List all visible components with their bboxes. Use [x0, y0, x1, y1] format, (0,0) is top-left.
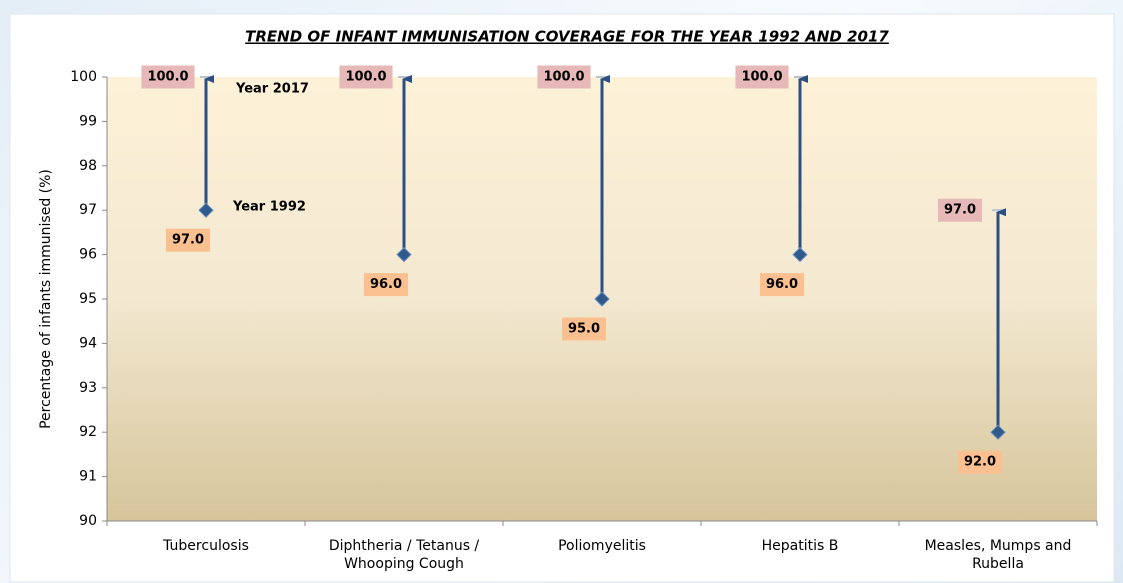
marker-1992 [198, 202, 214, 218]
label-1992: 96.0 [370, 277, 402, 292]
label-1992-box [363, 273, 409, 297]
label-2017: 100.0 [345, 70, 386, 85]
legend-1992: Year 1992 [232, 200, 306, 215]
label-1992: 95.0 [568, 322, 600, 337]
y-tick-label: 94 [79, 335, 97, 351]
label-2017: 100.0 [147, 70, 188, 85]
marker-1992 [396, 246, 412, 263]
label-2017: 100.0 [741, 70, 782, 85]
y-axis-label: Percentage of infants immunised (%) [38, 169, 54, 429]
label-2017-box [937, 198, 983, 222]
label-2017-box [537, 65, 591, 89]
x-tick-label: Measles, Mumps and Rubella [924, 538, 1072, 572]
legend-2017: Year 2017 [235, 82, 309, 97]
label-2017: 100.0 [543, 70, 584, 85]
label-2017: 97.0 [944, 203, 976, 218]
y-tick-label: 100 [70, 69, 97, 85]
marker-1992 [792, 246, 808, 263]
label-2017-box [141, 65, 195, 89]
x-tick-label: Hepatitis B [761, 538, 839, 554]
label-1992: 96.0 [766, 277, 798, 292]
chart-title: TREND OF INFANT IMMUNISATION COVERAGE FO… [245, 28, 889, 46]
x-tick-label: Poliomyelitis [558, 538, 646, 554]
y-tick-label: 91 [79, 469, 97, 485]
marker-1992 [990, 424, 1006, 440]
x-tick-label: Diphtheria / Tetanus / Whooping Cough [328, 538, 480, 572]
y-tick-label: 99 [79, 113, 97, 129]
x-tick-label: Tuberculosis [163, 538, 249, 554]
y-tick-label: 95 [79, 291, 97, 307]
label-2017-box [339, 65, 393, 89]
y-tick-label: 93 [79, 380, 97, 396]
marker-1992 [594, 291, 610, 307]
y-tick-label: 98 [79, 158, 97, 174]
y-tick-label: 92 [79, 424, 97, 440]
label-1992-box [561, 317, 607, 341]
y-tick-label: 96 [79, 247, 97, 263]
label-2017-box [735, 65, 789, 89]
y-tick-label: 97 [79, 202, 97, 218]
y-tick-label: 90 [79, 513, 97, 529]
label-1992-box [759, 273, 805, 297]
label-1992-box [957, 450, 1003, 474]
label-1992: 97.0 [172, 233, 204, 248]
label-1992-box [165, 228, 211, 252]
label-1992: 92.0 [964, 455, 996, 470]
